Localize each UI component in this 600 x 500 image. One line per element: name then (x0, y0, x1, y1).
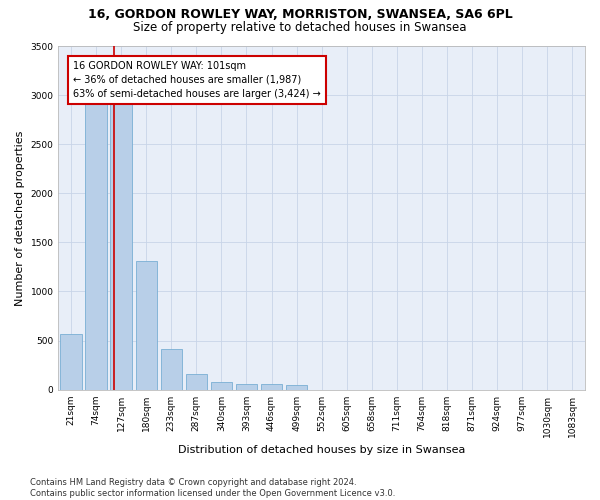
Bar (261, 384, 282, 390)
Bar (211, 382, 232, 390)
Bar (286, 385, 307, 390)
Bar (85, 103, 107, 390)
Text: 16 GORDON ROWLEY WAY: 101sqm
← 36% of detached houses are smaller (1,987)
63% of: 16 GORDON ROWLEY WAY: 101sqm ← 36% of de… (73, 60, 321, 98)
Y-axis label: Number of detached properties: Number of detached properties (15, 130, 25, 306)
Bar (110, 103, 132, 390)
Text: Contains HM Land Registry data © Crown copyright and database right 2024.
Contai: Contains HM Land Registry data © Crown c… (30, 478, 395, 498)
Bar (136, 261, 157, 390)
Bar (236, 384, 257, 390)
Bar (185, 374, 207, 390)
Bar (60, 334, 82, 390)
Text: 16, GORDON ROWLEY WAY, MORRISTON, SWANSEA, SA6 6PL: 16, GORDON ROWLEY WAY, MORRISTON, SWANSE… (88, 8, 512, 20)
X-axis label: Distribution of detached houses by size in Swansea: Distribution of detached houses by size … (178, 445, 466, 455)
Text: Size of property relative to detached houses in Swansea: Size of property relative to detached ho… (133, 21, 467, 34)
Bar (161, 349, 182, 390)
